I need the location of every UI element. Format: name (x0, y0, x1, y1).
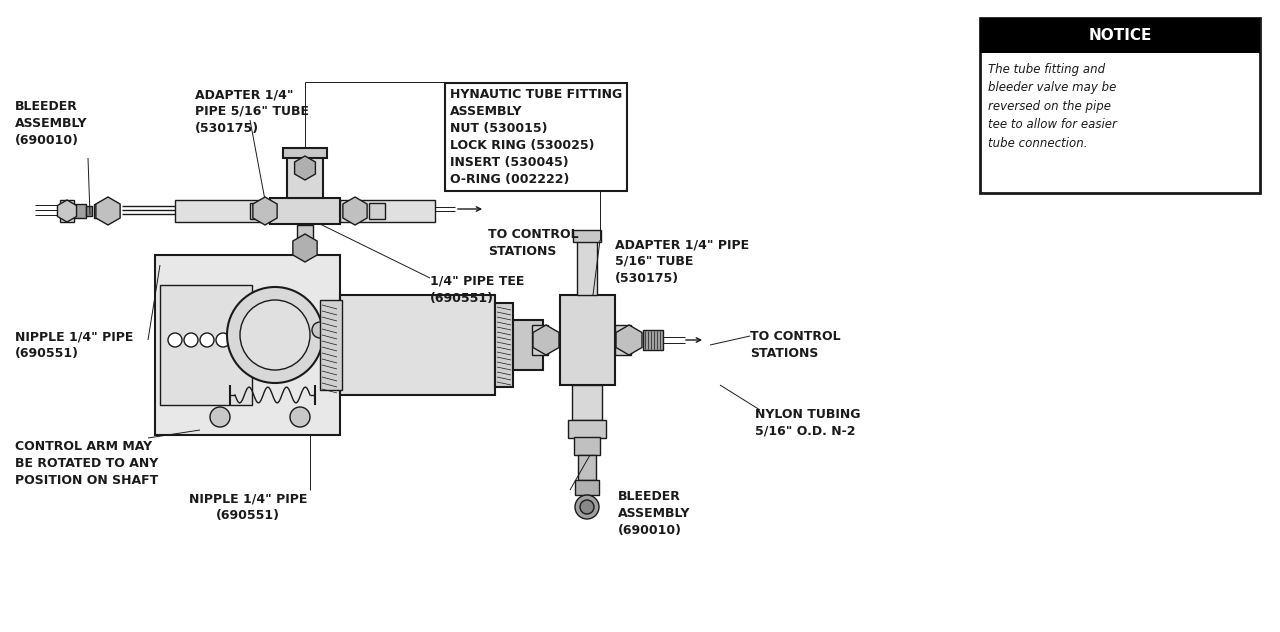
Text: CONTROL ARM MAY
BE ROTATED TO ANY
POSITION ON SHAFT: CONTROL ARM MAY BE ROTATED TO ANY POSITI… (15, 440, 159, 487)
Circle shape (264, 333, 278, 347)
Text: NIPPLE 1/4" PIPE
(690551): NIPPLE 1/4" PIPE (690551) (189, 492, 307, 522)
Text: HYNAUTIC TUBE FITTING
ASSEMBLY
NUT (530015)
LOCK RING (530025)
INSERT (530045)
O: HYNAUTIC TUBE FITTING ASSEMBLY NUT (5300… (451, 88, 622, 186)
Bar (283, 148, 326, 158)
Circle shape (184, 333, 198, 347)
Bar (250, 203, 266, 219)
Polygon shape (293, 234, 317, 262)
Bar (577, 240, 596, 295)
Bar (572, 385, 602, 420)
Bar (160, 285, 252, 405)
Polygon shape (96, 197, 120, 225)
Bar (568, 420, 605, 438)
Bar (74, 204, 86, 218)
Circle shape (210, 407, 230, 427)
Circle shape (200, 333, 214, 347)
Circle shape (248, 333, 262, 347)
Bar (155, 255, 340, 435)
Text: NOTICE: NOTICE (1088, 28, 1152, 42)
Bar (287, 155, 323, 198)
Text: 1/4" PIPE TEE
(690551): 1/4" PIPE TEE (690551) (430, 275, 525, 305)
Circle shape (312, 322, 328, 338)
Circle shape (291, 407, 310, 427)
Bar (297, 225, 314, 249)
Bar (93, 204, 108, 218)
Bar (980, 18, 1260, 193)
Bar (614, 325, 631, 355)
Bar (532, 325, 548, 355)
Bar (369, 203, 385, 219)
Text: ADAPTER 1/4" PIPE
5/16" TUBE
(530175): ADAPTER 1/4" PIPE 5/16" TUBE (530175) (614, 238, 749, 285)
Bar (270, 198, 340, 224)
Circle shape (232, 333, 246, 347)
Circle shape (227, 287, 323, 383)
Text: ADAPTER 1/4"
PIPE 5/16" TUBE
(530175): ADAPTER 1/4" PIPE 5/16" TUBE (530175) (195, 88, 308, 135)
Circle shape (580, 500, 594, 514)
Circle shape (216, 333, 230, 347)
Polygon shape (532, 325, 559, 355)
Text: NYLON TUBING
5/16" O.D. N-2: NYLON TUBING 5/16" O.D. N-2 (755, 408, 860, 438)
Bar (573, 437, 600, 455)
Bar (561, 295, 614, 385)
Text: The tube fitting and
bleeder valve may be
reversed on the pipe
tee to allow for : The tube fitting and bleeder valve may b… (988, 63, 1117, 150)
Polygon shape (294, 156, 315, 180)
Bar (340, 295, 495, 395)
Bar (340, 200, 435, 222)
Bar (495, 303, 513, 387)
Bar (980, 18, 1260, 53)
Circle shape (280, 333, 294, 347)
Bar (60, 200, 74, 222)
Bar (575, 480, 599, 495)
Text: TO CONTROL
STATIONS: TO CONTROL STATIONS (488, 228, 579, 258)
Text: BLEEDER
ASSEMBLY
(690010): BLEEDER ASSEMBLY (690010) (15, 100, 87, 147)
Bar (320, 300, 342, 390)
Polygon shape (616, 325, 643, 355)
Bar (573, 230, 602, 242)
Bar (513, 320, 543, 370)
Text: NIPPLE 1/4" PIPE
(690551): NIPPLE 1/4" PIPE (690551) (15, 330, 133, 360)
Circle shape (168, 333, 182, 347)
Polygon shape (58, 200, 77, 222)
Polygon shape (253, 197, 278, 225)
Text: TO CONTROL
STATIONS: TO CONTROL STATIONS (750, 330, 841, 360)
Bar (579, 455, 596, 480)
Bar (86, 206, 92, 216)
Polygon shape (343, 197, 367, 225)
Text: BLEEDER
ASSEMBLY
(690010): BLEEDER ASSEMBLY (690010) (618, 490, 690, 537)
Bar (643, 330, 663, 350)
Circle shape (575, 495, 599, 519)
Bar (175, 200, 270, 222)
Circle shape (241, 300, 310, 370)
